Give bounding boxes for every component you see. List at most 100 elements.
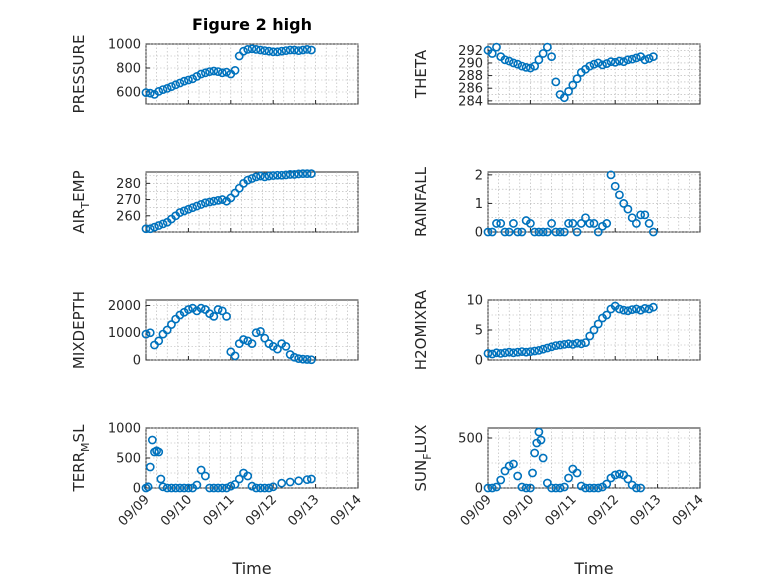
data-point: [256, 326, 265, 336]
data-point: [205, 67, 214, 76]
y-axis-label: PRESSURE: [70, 35, 88, 114]
data-point: [623, 204, 633, 214]
data-point: [226, 481, 236, 491]
data-point: [200, 68, 210, 78]
y-tick-label: 280: [116, 177, 141, 192]
data-point: [632, 304, 641, 314]
data-point: [256, 45, 265, 55]
data-point: [167, 320, 176, 329]
data-point: [504, 461, 514, 471]
y-tick-label: 800: [116, 62, 141, 77]
data-point: [264, 46, 274, 56]
data-point: [572, 227, 582, 237]
figure-title: Figure 2 high: [192, 15, 312, 34]
subplot-terr_msl: 0 500 1000 09/09 09/10 09/11 09/12 09/13 09/14 TE…: [70, 422, 365, 530]
data-point: [222, 483, 231, 493]
y-tick-label: 2000: [108, 299, 141, 314]
data-point: [196, 69, 206, 79]
data-point: [183, 204, 193, 214]
data-point: [306, 45, 316, 55]
data-point: [239, 335, 248, 344]
data-point: [260, 483, 270, 493]
x-tick-label: 09/14: [328, 492, 365, 529]
series-markers: [483, 427, 646, 493]
data-point: [483, 483, 493, 493]
data-point: [143, 482, 153, 492]
y-tick-label: 0: [475, 226, 483, 241]
axes-box: [487, 43, 701, 105]
series-markers: [141, 169, 316, 234]
y-tick-label: 0: [475, 354, 483, 369]
data-point: [273, 47, 282, 57]
data-point: [547, 483, 556, 493]
data-point: [589, 59, 599, 69]
data-point: [530, 227, 540, 237]
data-point: [513, 347, 523, 357]
data-point: [298, 169, 308, 179]
data-point: [183, 75, 193, 85]
data-point: [145, 328, 155, 338]
data-point: [576, 219, 586, 228]
data-point: [264, 483, 274, 493]
data-point: [251, 45, 261, 54]
data-point: [192, 72, 202, 81]
data-point: [196, 303, 206, 313]
data-point: [154, 221, 164, 230]
x-tick-label: 09/09: [116, 492, 153, 529]
data-point: [559, 227, 569, 237]
y-tick-label: 260: [116, 209, 141, 224]
data-point: [632, 219, 641, 228]
data-point: [576, 339, 586, 349]
data-point: [636, 305, 646, 315]
data-point: [500, 55, 510, 65]
data-point: [623, 55, 633, 65]
data-point: [158, 219, 168, 229]
data-point: [551, 77, 561, 87]
y-axis-label: TERRMSL: [70, 424, 92, 493]
data-point: [636, 483, 646, 493]
data-point: [298, 45, 308, 55]
data-point: [234, 51, 244, 61]
data-point: [530, 448, 540, 458]
data-point: [243, 175, 253, 185]
data-point: [536, 435, 546, 445]
data-point: [205, 483, 214, 493]
data-point: [209, 66, 219, 76]
data-point: [513, 227, 523, 237]
data-point: [593, 227, 603, 237]
data-point: [141, 88, 151, 97]
data-point: [623, 306, 633, 316]
subplot-h2omixra: 0 5 10 H2OMIXRA: [412, 289, 701, 370]
data-point: [167, 483, 176, 493]
data-point: [530, 61, 540, 71]
data-point: [209, 483, 219, 493]
data-point: [500, 466, 510, 476]
data-point: [564, 219, 573, 228]
y-tick-label: 2: [475, 168, 483, 183]
data-point: [209, 311, 219, 321]
data-point: [487, 483, 497, 493]
axes-box: [145, 299, 359, 361]
data-point: [615, 469, 624, 479]
data-point: [209, 196, 219, 206]
x-tick-label: 09/09: [458, 492, 495, 529]
data-point: [644, 304, 654, 314]
data-point: [551, 341, 561, 350]
data-point: [521, 62, 531, 72]
data-point: [213, 67, 223, 76]
data-point: [239, 46, 248, 56]
data-point: [230, 351, 240, 361]
data-point: [589, 219, 599, 228]
data-point: [492, 219, 501, 228]
data-point: [277, 46, 287, 56]
data-point: [277, 478, 287, 488]
data-point: [581, 338, 590, 347]
data-point: [517, 61, 527, 71]
data-point: [530, 346, 540, 356]
y-axis-label: THETA: [412, 49, 430, 99]
data-point: [576, 481, 586, 491]
data-point: [610, 470, 620, 480]
data-point: [306, 169, 316, 179]
data-point: [226, 193, 236, 203]
